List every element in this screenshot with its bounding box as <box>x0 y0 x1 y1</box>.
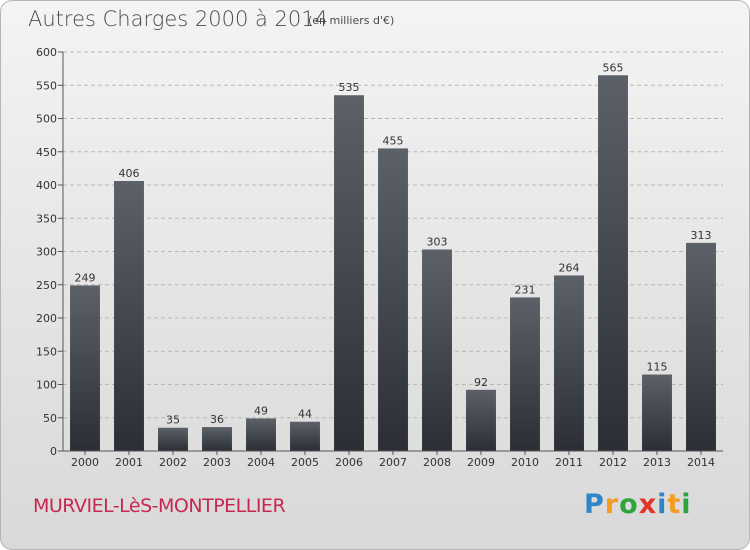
bar <box>642 374 672 451</box>
x-tick-label: 2014 <box>687 456 715 469</box>
y-tick-label: 350 <box>36 212 57 225</box>
bar <box>70 285 100 451</box>
x-tick-label: 2003 <box>203 456 231 469</box>
y-tick-label: 500 <box>36 113 57 126</box>
bar <box>466 389 496 451</box>
x-tick-label: 2004 <box>247 456 275 469</box>
bar-value-label: 231 <box>515 283 536 296</box>
x-tick-label: 2010 <box>511 456 539 469</box>
bar <box>202 427 232 451</box>
x-tick-label: 2012 <box>599 456 627 469</box>
y-tick-label: 450 <box>36 146 57 159</box>
bar <box>554 275 584 451</box>
y-tick-label: 0 <box>50 445 57 458</box>
x-tick-label: 2000 <box>71 456 99 469</box>
y-tick-label: 50 <box>43 412 57 425</box>
proxiti-logo: Proxiti <box>584 489 692 520</box>
bar-value-label: 49 <box>254 404 268 417</box>
bar <box>378 148 408 452</box>
bar <box>246 418 276 451</box>
x-tick-label: 2005 <box>291 456 319 469</box>
bar <box>686 242 716 451</box>
bar-value-label: 249 <box>75 271 96 284</box>
bar-value-label: 565 <box>603 61 624 74</box>
bar-value-label: 115 <box>647 361 668 374</box>
bar-value-label: 44 <box>298 408 312 421</box>
city-name: MURVIEL-LèS-MONTPELLIER <box>33 495 286 517</box>
x-tick-label: 2006 <box>335 456 363 469</box>
bar-value-label: 35 <box>166 414 180 427</box>
x-tick-label: 2008 <box>423 456 451 469</box>
chart-subtitle: (en milliers d'€) <box>308 14 395 27</box>
chart-title: Autres Charges 2000 à 2014 <box>28 7 328 31</box>
y-tick-label: 550 <box>36 79 57 92</box>
bar-value-label: 313 <box>691 229 712 242</box>
logo-letter: i <box>681 489 692 520</box>
x-tick-label: 2011 <box>555 456 583 469</box>
y-tick-label: 250 <box>36 279 57 292</box>
bar-value-label: 36 <box>210 413 224 426</box>
y-tick-label: 300 <box>36 246 57 259</box>
bar-value-label: 455 <box>383 134 404 147</box>
bar <box>334 95 364 451</box>
y-tick-label: 150 <box>36 345 57 358</box>
logo-letter: P <box>584 489 605 520</box>
bar <box>158 427 188 451</box>
x-tick-label: 2001 <box>115 456 143 469</box>
bar-value-label: 264 <box>559 261 580 274</box>
y-tick-label: 200 <box>36 312 57 325</box>
bar <box>114 181 144 451</box>
bar <box>598 75 628 452</box>
bar-value-label: 535 <box>339 81 360 94</box>
y-tick-label: 400 <box>36 179 57 192</box>
x-tick-label: 2013 <box>643 456 671 469</box>
y-tick-label: 100 <box>36 379 57 392</box>
bar <box>422 249 452 451</box>
logo-letter: x <box>638 489 658 520</box>
bar-value-label: 406 <box>119 167 140 180</box>
bar-value-label: 303 <box>427 236 448 249</box>
x-tick-label: 2002 <box>159 456 187 469</box>
bar <box>290 421 320 451</box>
bar <box>510 297 540 451</box>
logo-letter: i <box>657 489 668 520</box>
x-tick-label: 2007 <box>379 456 407 469</box>
x-tick-label: 2009 <box>467 456 495 469</box>
logo-letter: t <box>667 489 682 520</box>
y-tick-label: 600 <box>36 46 57 59</box>
bar-value-label: 92 <box>474 376 488 389</box>
logo-letter: r <box>604 489 620 520</box>
bar-chart: 249 406 35 36 49 44 535 455 303 92 231 264 565 115 313… <box>36 46 723 469</box>
logo-letter: o <box>619 489 639 520</box>
